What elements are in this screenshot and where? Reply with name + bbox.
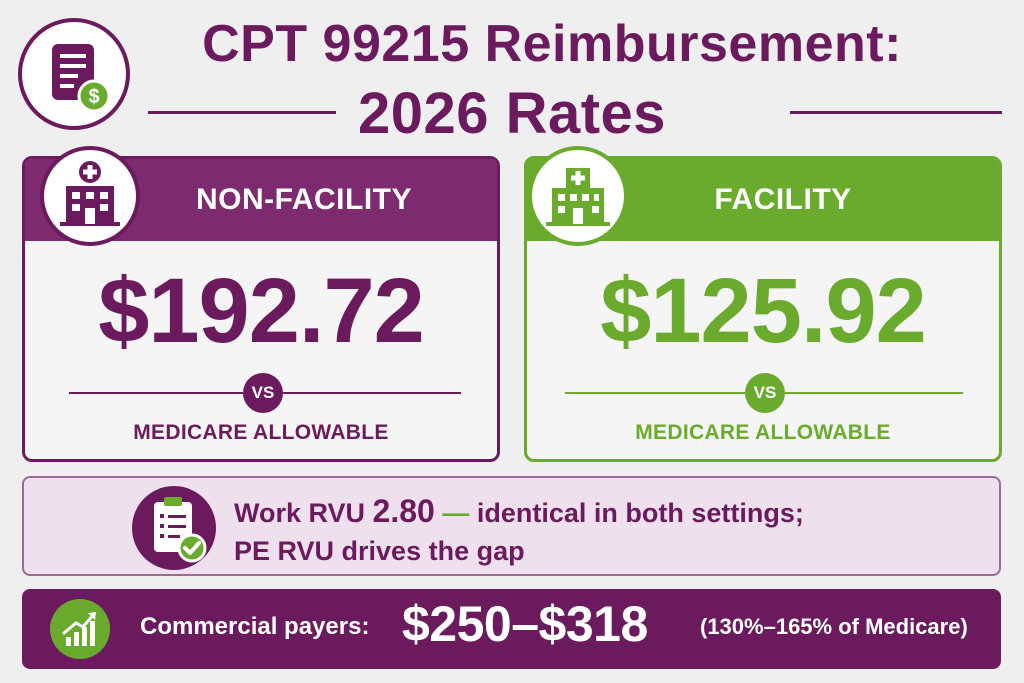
vs-divider-right	[785, 392, 963, 394]
non-facility-label: NON-FACILITY	[196, 183, 412, 216]
commercial-payers-bar: Commercial payers: $250–$318 (130%–165% …	[22, 589, 1001, 669]
rvu-text: Work RVU 2.80 — identical in both settin…	[234, 492, 804, 570]
rvu-suffix: identical in both settings;	[476, 498, 804, 528]
commercial-label: Commercial payers:	[140, 613, 370, 640]
facility-label: FACILITY	[714, 183, 852, 216]
billing-document-icon: $	[52, 44, 111, 113]
commercial-range: $250–$318	[402, 596, 648, 652]
facility-vs-row: VS	[527, 373, 999, 413]
growth-chart-icon	[62, 612, 96, 646]
vs-badge: VS	[745, 373, 785, 413]
vs-badge: VS	[243, 373, 283, 413]
facility-caption: MEDICARE ALLOWABLE	[635, 421, 891, 444]
rvu-prefix: Work RVU	[234, 498, 373, 528]
facility-badge	[528, 146, 628, 246]
page-title-line2: 2026 Rates	[357, 81, 667, 146]
title-rule-left	[148, 111, 336, 114]
clipboard-badge	[132, 486, 216, 570]
non-facility-vs-row: VS	[25, 373, 497, 413]
rvu-line1: Work RVU 2.80 — identical in both settin…	[234, 492, 804, 532]
vs-divider-left	[565, 392, 745, 394]
page-title-line1: CPT 99215 Reimbursement:	[202, 15, 902, 73]
title-rule-right	[790, 111, 1002, 114]
facility-amount: $125.92	[600, 260, 927, 362]
hospital-icon	[546, 168, 610, 226]
vs-divider-right	[283, 392, 461, 394]
svg-text:$: $	[88, 86, 99, 108]
non-facility-badge	[40, 146, 140, 246]
billing-document-badge: $	[18, 18, 130, 130]
rvu-info-panel: Work RVU 2.80 — identical in both settin…	[22, 476, 1001, 576]
vs-divider-left	[69, 392, 243, 394]
growth-badge	[50, 599, 110, 659]
work-rvu-value: 2.80	[372, 493, 435, 529]
non-facility-amount: $192.72	[98, 260, 425, 362]
clipboard-check-icon	[154, 497, 207, 563]
rvu-dash: —	[434, 498, 477, 528]
non-facility-caption: MEDICARE ALLOWABLE	[133, 421, 389, 444]
rvu-line2: PE RVU drives the gap	[234, 536, 525, 566]
hospital-icon	[60, 161, 120, 226]
non-facility-card: NON-FACILITY $192.72 VS MEDICARE ALLOWAB…	[22, 156, 500, 462]
commercial-note: (130%–165% of Medicare)	[700, 614, 968, 639]
